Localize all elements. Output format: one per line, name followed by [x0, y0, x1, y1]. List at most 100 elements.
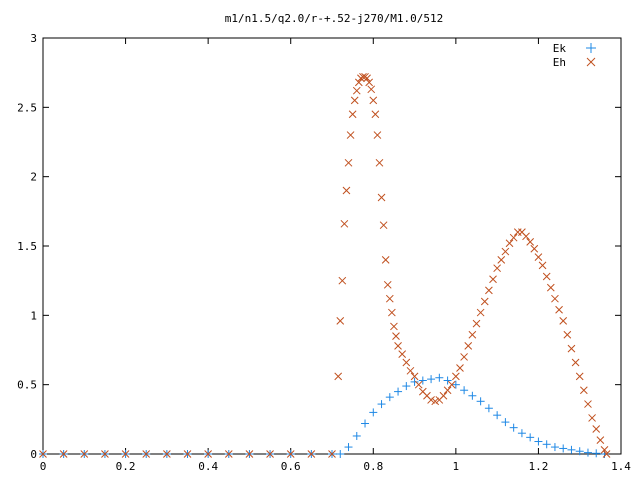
- point-ek: [410, 377, 419, 386]
- x-tick-label: 0.6: [281, 460, 301, 473]
- point-eh: [468, 330, 477, 339]
- series-layer: [39, 72, 611, 458]
- point-eh: [80, 450, 89, 458]
- axes-layer: 0 0.2 0.4 0.6 0.8 1 1.2 1.4 0 0.5 1 1.5 2 2.5 3: [17, 32, 631, 473]
- point-eh: [338, 276, 347, 285]
- point-eh: [559, 317, 568, 325]
- point-ek: [336, 450, 345, 458]
- point-ek: [493, 411, 502, 420]
- point-eh: [392, 332, 400, 340]
- point-eh: [431, 397, 440, 406]
- point-eh: [336, 317, 345, 325]
- point-eh: [371, 110, 380, 119]
- series-ek: [39, 373, 609, 458]
- point-ek: [526, 433, 535, 442]
- point-ek: [427, 375, 436, 384]
- point-eh: [579, 386, 588, 395]
- point-eh: [497, 256, 506, 264]
- point-ek: [517, 429, 526, 438]
- point-ek: [484, 404, 493, 413]
- point-eh: [388, 308, 396, 317]
- point-ek: [402, 382, 411, 391]
- point-eh: [427, 396, 435, 404]
- point-ek: [600, 450, 609, 458]
- point-eh: [342, 186, 351, 195]
- legend: Ek Eh: [553, 42, 596, 69]
- point-eh: [377, 193, 386, 202]
- series-eh: [39, 72, 611, 458]
- point-eh: [501, 247, 510, 256]
- point-eh: [567, 344, 576, 353]
- point-ek: [542, 440, 551, 449]
- point-eh: [385, 294, 394, 303]
- point-ek: [592, 449, 601, 458]
- point-eh: [546, 283, 555, 292]
- x-tick-label: 1.2: [528, 460, 548, 473]
- point-eh: [204, 450, 212, 458]
- point-eh: [346, 131, 355, 139]
- point-eh: [571, 358, 580, 367]
- y-tick-label: 3: [30, 32, 37, 45]
- point-eh: [365, 78, 374, 87]
- point-eh: [575, 372, 584, 381]
- point-eh: [121, 450, 130, 458]
- point-ek: [567, 445, 576, 454]
- point-eh: [452, 372, 460, 381]
- point-eh: [245, 450, 254, 458]
- point-eh: [59, 450, 68, 458]
- point-eh: [588, 414, 596, 422]
- point-eh: [563, 330, 572, 339]
- point-eh: [183, 450, 192, 458]
- point-ek: [352, 431, 361, 440]
- plot-frame: [42, 37, 622, 455]
- point-eh: [394, 341, 402, 350]
- point-eh: [381, 256, 390, 264]
- point-eh: [334, 372, 343, 381]
- point-eh: [328, 450, 336, 458]
- x-tick-label: 1.4: [611, 460, 631, 473]
- point-eh: [480, 297, 489, 306]
- point-eh: [406, 366, 415, 375]
- point-eh: [142, 450, 151, 458]
- point-eh: [375, 158, 384, 167]
- point-ek: [575, 447, 584, 456]
- y-tick-label: 0.5: [17, 379, 37, 392]
- point-ek: [361, 419, 370, 428]
- y-tick-label: 2: [30, 171, 37, 184]
- point-eh: [443, 386, 452, 395]
- x-tick-label: 0: [40, 460, 47, 473]
- point-eh: [363, 74, 371, 83]
- point-eh: [493, 264, 501, 273]
- point-eh: [367, 85, 376, 94]
- point-ek: [369, 408, 378, 417]
- point-ek: [443, 376, 452, 385]
- point-eh: [456, 364, 464, 372]
- point-ek: [394, 387, 403, 396]
- point-eh: [402, 358, 411, 367]
- point-ek: [476, 397, 485, 406]
- point-ek: [509, 423, 518, 432]
- point-eh: [522, 232, 530, 241]
- x-tick-label: 0.2: [116, 460, 136, 473]
- point-eh: [286, 450, 295, 458]
- point-eh: [101, 450, 109, 458]
- legend-label-eh: Eh: [553, 56, 566, 69]
- point-ek: [418, 376, 427, 385]
- legend-marker-eh: [586, 57, 596, 67]
- point-eh: [39, 450, 47, 458]
- point-ek: [460, 386, 469, 395]
- point-eh: [555, 305, 563, 314]
- point-eh: [390, 322, 398, 331]
- point-eh: [224, 450, 233, 458]
- point-eh: [350, 96, 359, 105]
- point-eh: [551, 294, 559, 303]
- point-ek: [534, 437, 543, 446]
- chart-title: m1/n1.5/q2.0/r-+.52-j270/M1.0/512: [225, 12, 444, 25]
- x-tick-label: 0.4: [198, 460, 218, 473]
- point-eh: [602, 450, 611, 458]
- point-eh: [359, 72, 367, 81]
- point-eh: [600, 445, 609, 454]
- y-tick-label: 2.5: [17, 101, 37, 114]
- y-tick-label: 0: [30, 448, 37, 461]
